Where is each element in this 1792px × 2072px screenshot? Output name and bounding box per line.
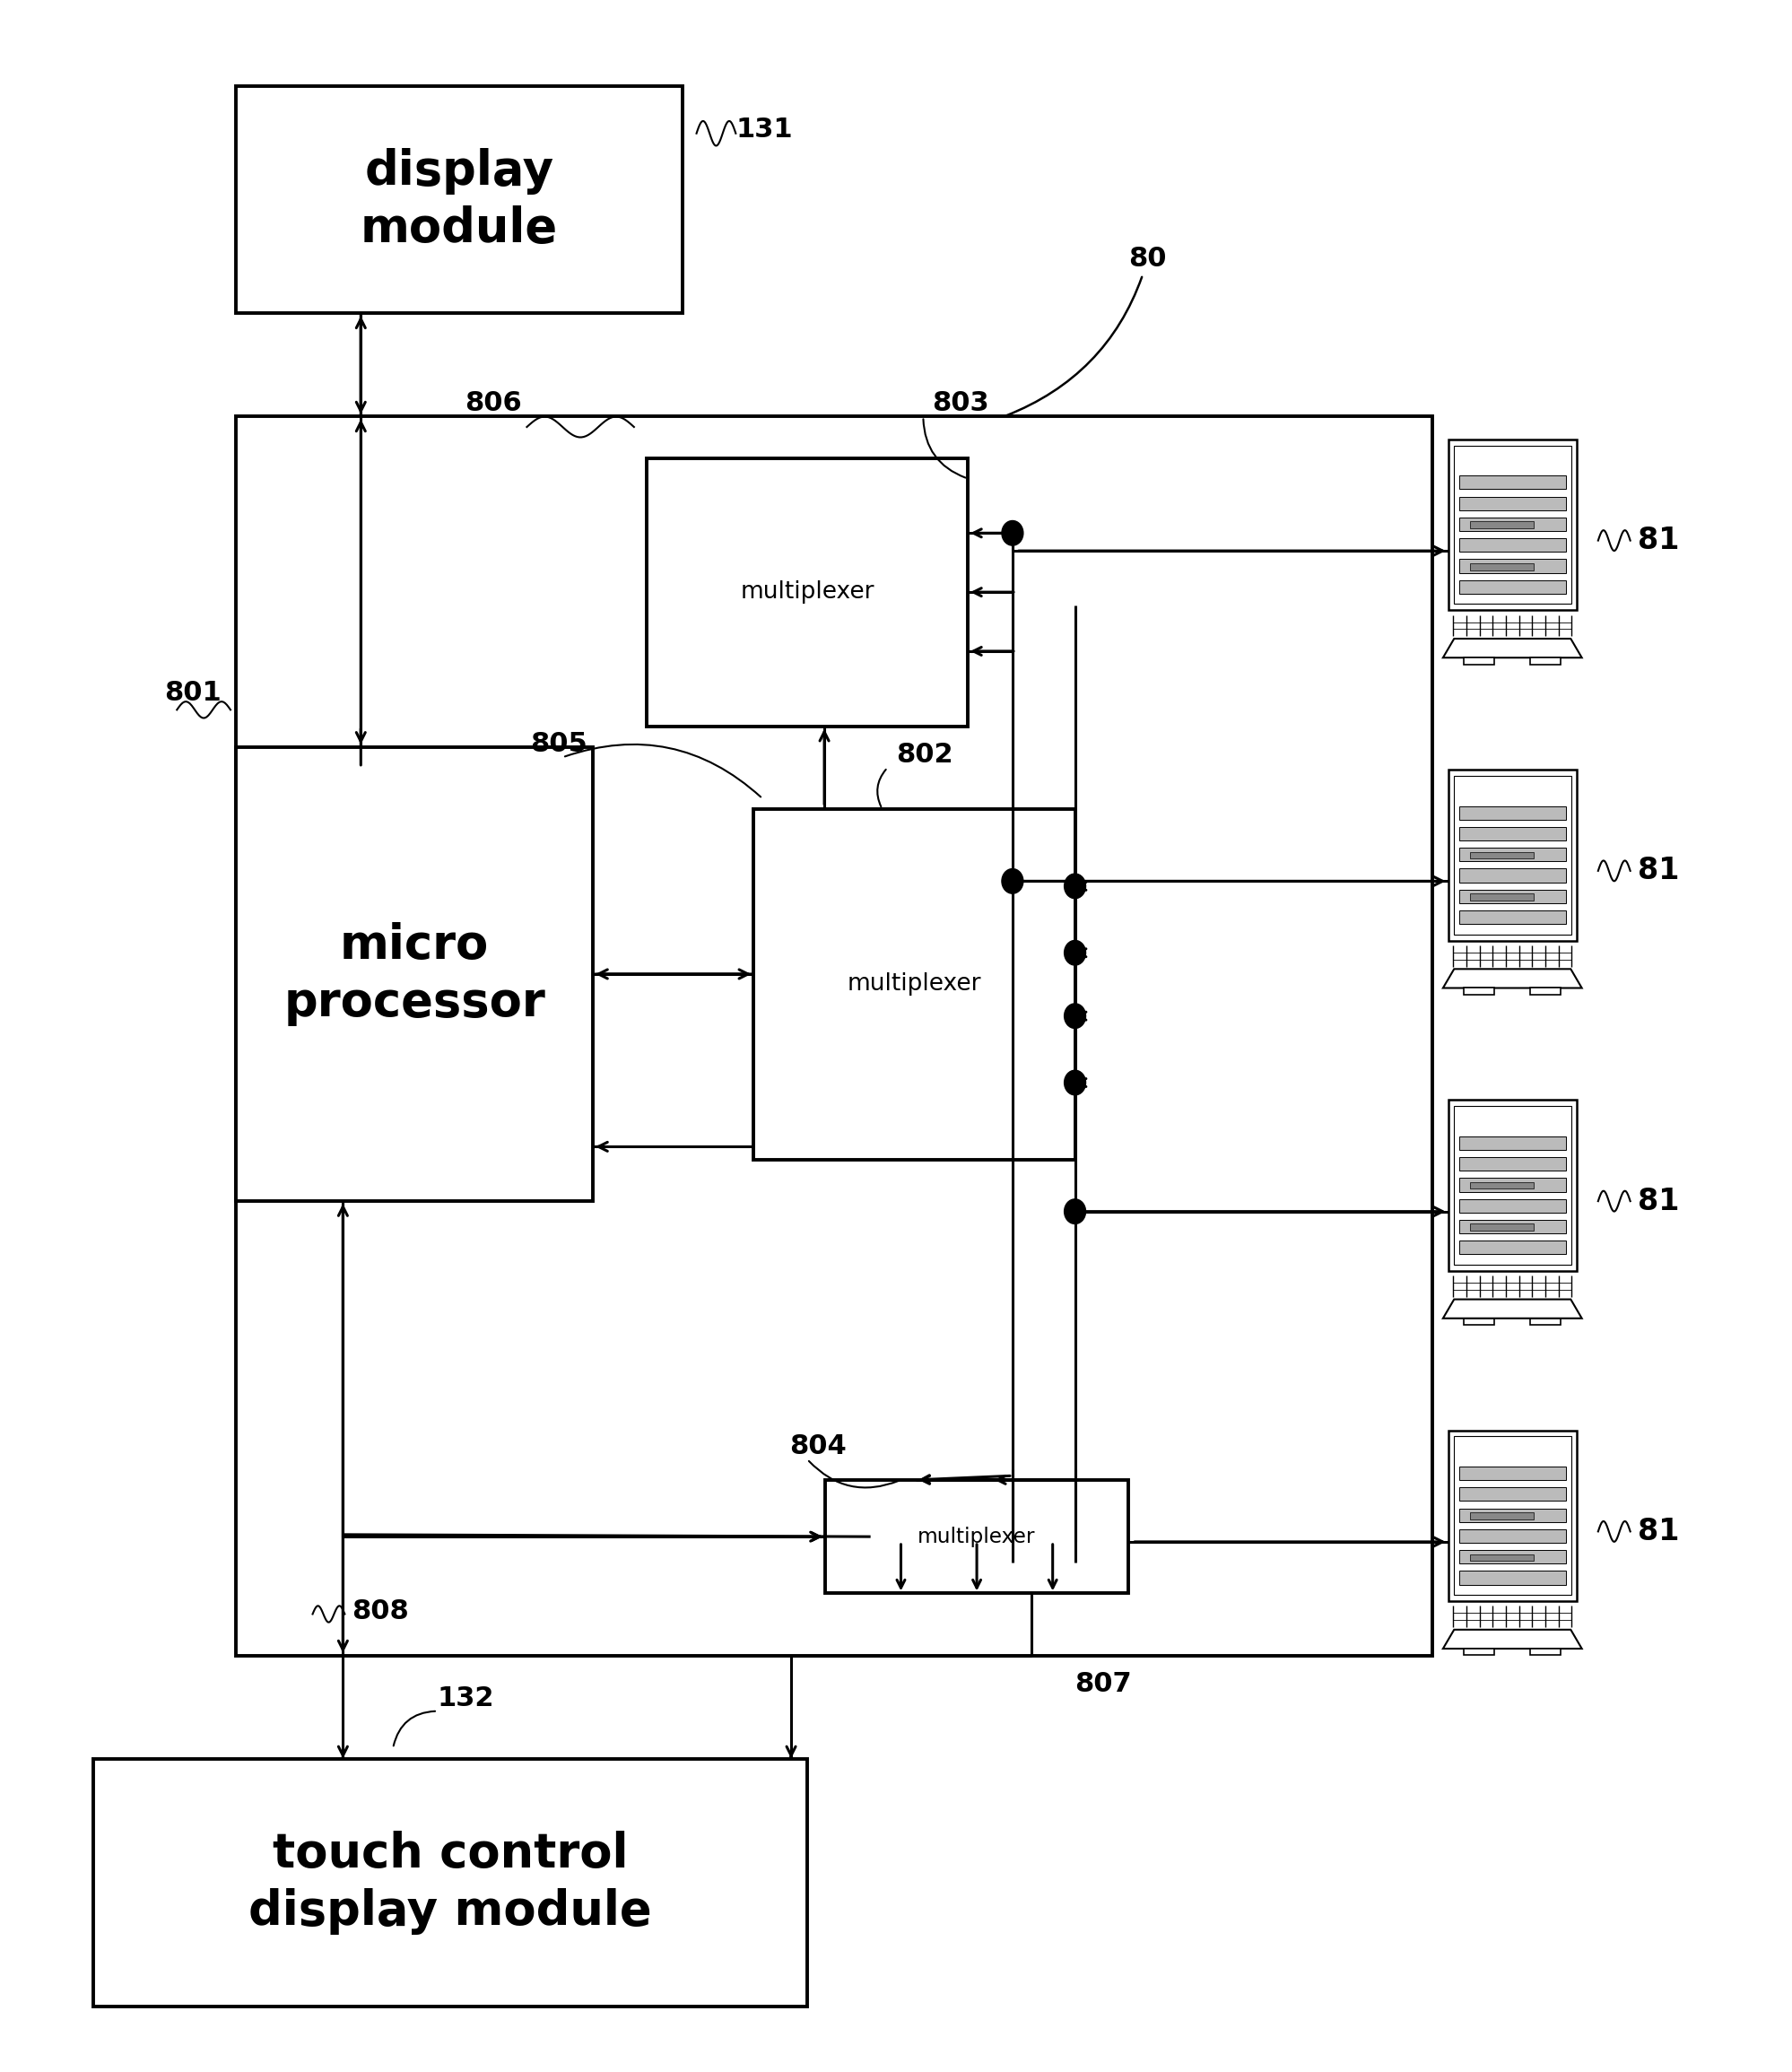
Bar bbox=[1459, 1467, 1564, 1479]
Bar bbox=[1459, 1220, 1564, 1233]
Bar bbox=[1530, 1318, 1561, 1324]
Text: 132: 132 bbox=[437, 1685, 495, 1711]
Text: 807: 807 bbox=[1075, 1670, 1131, 1697]
Bar bbox=[753, 808, 1075, 1160]
Text: 805: 805 bbox=[530, 731, 588, 756]
Bar bbox=[1448, 1430, 1575, 1602]
Text: 808: 808 bbox=[351, 1598, 409, 1624]
Bar bbox=[1462, 657, 1493, 665]
Bar bbox=[1459, 847, 1564, 862]
Bar bbox=[1448, 439, 1575, 609]
Bar bbox=[1459, 806, 1564, 821]
Bar bbox=[1462, 1649, 1493, 1656]
Bar bbox=[1459, 477, 1564, 489]
Text: display
module: display module bbox=[360, 147, 557, 253]
Bar bbox=[1469, 852, 1534, 858]
Bar bbox=[1459, 1200, 1564, 1212]
Bar bbox=[1459, 1550, 1564, 1564]
Bar bbox=[1462, 1318, 1493, 1324]
Bar bbox=[1459, 1488, 1564, 1500]
Polygon shape bbox=[1443, 1299, 1581, 1318]
Bar bbox=[237, 748, 593, 1202]
Bar bbox=[1459, 910, 1564, 924]
Bar bbox=[1469, 1225, 1534, 1231]
Bar bbox=[1469, 522, 1534, 528]
Bar bbox=[1530, 1649, 1561, 1656]
Bar bbox=[1459, 559, 1564, 572]
Text: multiplexer: multiplexer bbox=[848, 972, 980, 997]
Text: multiplexer: multiplexer bbox=[918, 1527, 1036, 1548]
Circle shape bbox=[1064, 1071, 1086, 1094]
Bar bbox=[1459, 1156, 1564, 1171]
Polygon shape bbox=[1443, 1631, 1581, 1649]
Circle shape bbox=[1002, 868, 1023, 893]
Bar bbox=[1453, 1106, 1570, 1264]
Bar bbox=[1459, 1508, 1564, 1523]
Bar bbox=[1448, 1100, 1575, 1270]
Text: 81: 81 bbox=[1636, 1517, 1677, 1546]
Bar bbox=[1459, 827, 1564, 841]
Bar bbox=[1469, 1183, 1534, 1189]
Bar bbox=[1459, 539, 1564, 551]
Polygon shape bbox=[1443, 970, 1581, 988]
Text: micro
processor: micro processor bbox=[283, 922, 545, 1026]
Bar bbox=[1469, 564, 1534, 570]
Bar bbox=[1459, 868, 1564, 883]
Bar bbox=[1453, 445, 1570, 605]
Bar bbox=[1459, 497, 1564, 510]
Bar bbox=[1530, 988, 1561, 995]
Bar bbox=[1530, 657, 1561, 665]
Bar bbox=[1448, 769, 1575, 941]
Text: 806: 806 bbox=[464, 392, 521, 416]
Bar bbox=[237, 87, 683, 313]
Text: 131: 131 bbox=[735, 116, 792, 143]
Text: 80: 80 bbox=[1005, 247, 1167, 416]
Text: touch control
display module: touch control display module bbox=[249, 1830, 652, 1935]
Text: 802: 802 bbox=[896, 742, 953, 767]
Bar bbox=[1459, 1179, 1564, 1191]
Text: 81: 81 bbox=[1636, 526, 1677, 555]
Text: 81: 81 bbox=[1636, 856, 1677, 885]
Circle shape bbox=[1064, 1003, 1086, 1028]
Text: 801: 801 bbox=[165, 680, 222, 707]
Bar bbox=[1469, 893, 1534, 901]
Bar bbox=[647, 458, 968, 727]
Bar bbox=[824, 1479, 1127, 1593]
Bar bbox=[1459, 889, 1564, 903]
Bar bbox=[93, 1759, 806, 2006]
Circle shape bbox=[1064, 1200, 1086, 1225]
Bar bbox=[1462, 988, 1493, 995]
Bar bbox=[1469, 1513, 1534, 1519]
Bar bbox=[1459, 580, 1564, 595]
Circle shape bbox=[1064, 941, 1086, 966]
Bar bbox=[1453, 775, 1570, 934]
Circle shape bbox=[1002, 520, 1023, 545]
Circle shape bbox=[1064, 874, 1086, 899]
Bar bbox=[237, 416, 1432, 1656]
Text: multiplexer: multiplexer bbox=[740, 580, 874, 603]
Polygon shape bbox=[1443, 638, 1581, 657]
Bar bbox=[1459, 518, 1564, 530]
Text: 803: 803 bbox=[932, 392, 989, 416]
Bar bbox=[1459, 1571, 1564, 1585]
Bar bbox=[1459, 1529, 1564, 1544]
Text: 81: 81 bbox=[1636, 1187, 1677, 1216]
Bar bbox=[1453, 1436, 1570, 1595]
Bar bbox=[1459, 1135, 1564, 1150]
Bar bbox=[1459, 1241, 1564, 1254]
Text: 804: 804 bbox=[788, 1434, 846, 1459]
Bar bbox=[1469, 1554, 1534, 1560]
